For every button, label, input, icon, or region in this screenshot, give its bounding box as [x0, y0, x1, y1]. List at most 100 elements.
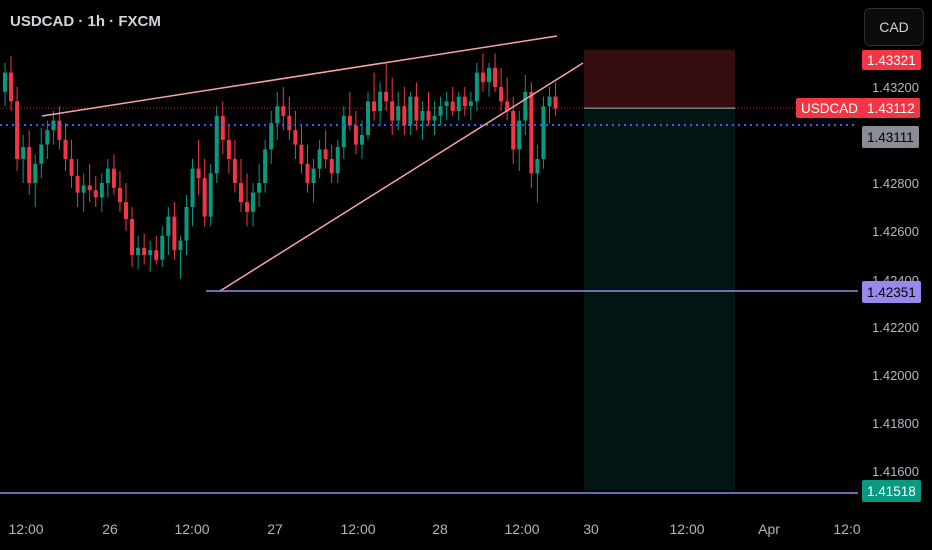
candle-body — [257, 183, 262, 193]
candle-body — [480, 72, 485, 83]
candle-body — [160, 235, 165, 260]
candle-body — [275, 106, 280, 123]
price-tick: 1.41800 — [872, 416, 919, 431]
candle-body — [317, 149, 322, 169]
candle-body — [378, 91, 383, 111]
candle-body — [15, 101, 20, 159]
time-tick: Apr — [758, 521, 780, 537]
candle-body — [493, 67, 498, 87]
candle-body — [21, 147, 26, 159]
candle-body — [347, 115, 352, 126]
candle-body — [329, 159, 334, 174]
candle-body — [468, 101, 473, 107]
time-tick: 12:00 — [340, 521, 376, 537]
candle-body — [444, 101, 449, 107]
candle-body — [372, 101, 377, 111]
candle-body — [111, 168, 116, 188]
candle-body — [232, 159, 237, 183]
candle-body — [27, 147, 32, 183]
short-position-tool[interactable] — [584, 49, 735, 491]
candle-body — [359, 135, 364, 145]
candle-body — [323, 149, 328, 159]
time-tick: 12:00 — [504, 521, 540, 537]
candle-body — [226, 139, 231, 159]
price-tick: 1.41600 — [872, 464, 919, 479]
time-tick: 12:00 — [174, 521, 210, 537]
candle-body — [420, 111, 425, 121]
candle-body — [535, 159, 540, 174]
candle-body — [166, 216, 171, 236]
price-tick: 1.42600 — [872, 224, 919, 239]
candle-body — [505, 101, 510, 111]
candle-body — [366, 101, 370, 135]
candle-body — [396, 106, 401, 121]
candle-body — [547, 96, 552, 107]
prev-price-tag: 1.43111 — [862, 126, 919, 148]
candle-body — [281, 106, 286, 116]
time-tick: 12:00 — [669, 521, 705, 537]
drawing-overlays[interactable] — [0, 35, 858, 494]
currency-button[interactable]: CAD — [864, 8, 924, 46]
price-tick: 1.42000 — [872, 368, 919, 383]
candle-body — [414, 96, 419, 121]
price-tick: 1.42200 — [872, 320, 919, 335]
candle-body — [450, 101, 455, 111]
candle-body — [154, 250, 159, 260]
candle-body — [311, 168, 316, 183]
price-tick: 1.43200 — [872, 80, 919, 95]
candle-body — [529, 91, 534, 174]
time-tick: 12:00 — [8, 521, 44, 537]
candle-body — [39, 144, 44, 164]
candle-body — [172, 216, 177, 251]
candle-body — [130, 219, 135, 255]
candle-body — [462, 96, 467, 107]
candle-body — [353, 125, 358, 145]
candle-body — [341, 115, 346, 147]
candle-body — [293, 130, 298, 145]
candle-body — [93, 190, 98, 198]
candle-body — [3, 72, 7, 92]
candle-body — [208, 173, 213, 217]
candle-body — [124, 202, 128, 219]
price-tick: 1.42800 — [872, 176, 919, 191]
time-tick: 12:0 — [833, 521, 861, 537]
target-zone-box — [584, 108, 735, 491]
candlestick-series — [3, 53, 558, 279]
candle-body — [184, 207, 189, 241]
candle-body — [251, 192, 256, 212]
candle-body — [148, 250, 153, 255]
candle-body — [487, 67, 491, 83]
candle-body — [69, 159, 74, 176]
candle-body — [390, 101, 395, 121]
candle-body — [220, 115, 225, 140]
candle-body — [196, 168, 201, 179]
candle-body — [75, 175, 80, 193]
candle-body — [178, 240, 183, 251]
lower-trendline — [219, 62, 584, 292]
candle-body — [57, 120, 62, 140]
candle-body — [426, 111, 431, 121]
symbol-tag: USDCAD — [796, 98, 864, 118]
last-price-tag: 1.43112 — [862, 98, 920, 118]
candle-body — [499, 87, 504, 102]
candle-body — [45, 130, 50, 145]
candle-body — [190, 168, 195, 207]
candle-body — [142, 247, 147, 255]
candle-body — [269, 123, 274, 150]
candle-body — [238, 183, 243, 203]
support-price-tag: 1.42351 — [862, 281, 921, 303]
candle-body — [117, 187, 122, 203]
chart-title: USDCAD · 1h · FXCM — [10, 13, 161, 30]
stop-zone-box — [584, 49, 735, 109]
target-price-tag: 1.41518 — [862, 480, 921, 502]
time-tick: 28 — [432, 521, 448, 537]
candle-body — [9, 72, 14, 102]
time-tick: 26 — [102, 521, 118, 537]
candle-body — [384, 91, 389, 102]
candle-body — [517, 120, 522, 150]
candle-body — [136, 247, 141, 255]
candle-body — [511, 111, 516, 150]
candle-body — [87, 185, 92, 191]
candle-body — [287, 115, 292, 131]
